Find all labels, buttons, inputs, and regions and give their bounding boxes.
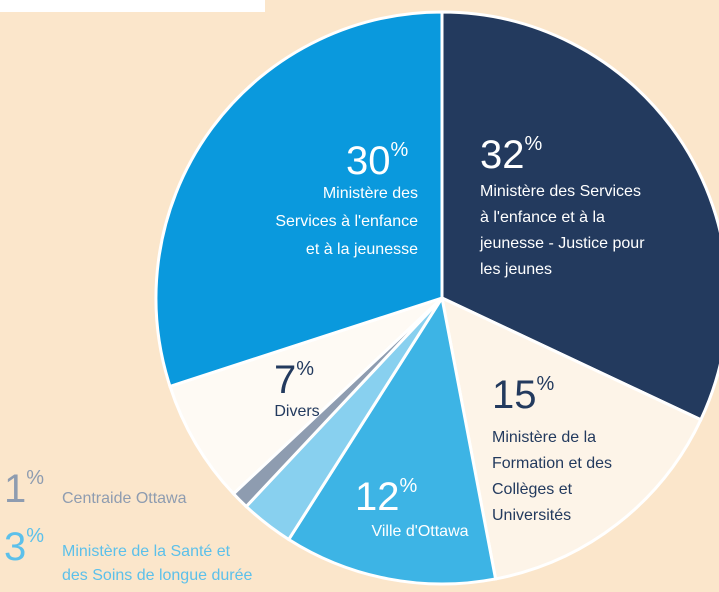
pie-slice (440, 10, 719, 422)
value-number: 15 (492, 373, 537, 417)
category-label: Formation et des (492, 455, 612, 472)
category-label: et à la jeunesse (306, 241, 418, 258)
value-number: 3 (4, 525, 26, 569)
pie (154, 10, 719, 586)
category-label: Services à l'enfance (275, 213, 418, 230)
value-label: 7% (274, 358, 314, 402)
category-label: à l'enfance et à la (480, 209, 605, 226)
category-label: Ministère des (323, 185, 418, 202)
pie-slice (286, 293, 498, 586)
value-number: 12 (355, 475, 400, 519)
value-label: 3% (4, 525, 44, 569)
value-label: 15% (492, 373, 555, 417)
category-label: Ministère de la Santé et (62, 543, 231, 560)
value-unit: % (537, 373, 555, 395)
value-unit: % (391, 139, 409, 161)
category-label: Universités (492, 507, 571, 524)
value-number: 30 (346, 139, 391, 183)
value-label: 30% (346, 139, 409, 183)
value-label: 12% (355, 475, 418, 519)
category-label: des Soins de longue durée (62, 567, 252, 584)
value-number: 7 (274, 358, 296, 402)
top-strip (0, 0, 265, 12)
value-unit: % (26, 467, 44, 489)
labels: 32% Ministère des Services à l'enfance et … (4, 133, 645, 584)
category-label: Collèges et (492, 481, 573, 498)
value-number: 1 (4, 467, 26, 511)
category-label: les jeunes (480, 261, 552, 278)
pie-slice (154, 10, 444, 389)
value-unit: % (296, 358, 314, 380)
category-label: Ville d'Ottawa (371, 523, 468, 540)
category-label: Ministère des Services (480, 183, 641, 200)
pie-slice (439, 295, 703, 581)
value-number: 32 (480, 133, 525, 177)
category-label: Divers (274, 403, 319, 420)
category-label: Centraide Ottawa (62, 490, 187, 507)
pie-slice (168, 296, 444, 496)
category-label: Ministère de la (492, 429, 596, 446)
value-label: 32% (480, 133, 543, 177)
value-unit: % (400, 475, 418, 497)
value-label: 1% (4, 467, 44, 511)
value-unit: % (525, 133, 543, 155)
value-unit: % (26, 525, 44, 547)
category-label: jeunesse - Justice pour (479, 235, 645, 252)
